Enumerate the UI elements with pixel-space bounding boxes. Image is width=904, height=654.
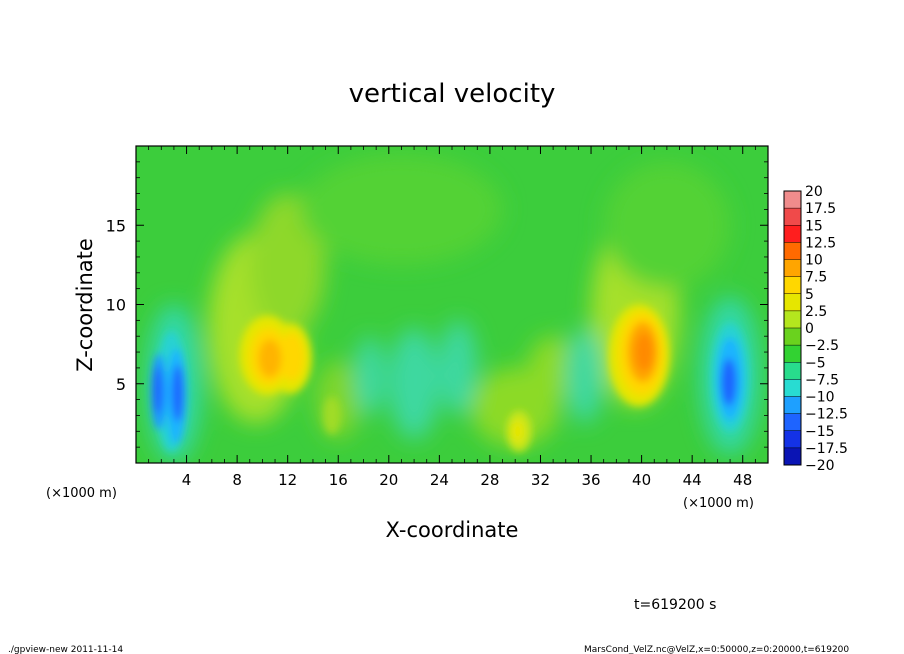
x-tick-label: 20 (379, 471, 398, 489)
y-tick-label: 15 (106, 216, 126, 235)
footer-left: ./gpview-new 2011-11-14 (8, 645, 123, 654)
colorbar-label: −12.5 (805, 407, 848, 423)
colorbar-swatch (784, 242, 801, 260)
colorbar-label: 5 (805, 287, 814, 303)
colorbar-label: 20 (805, 184, 823, 200)
x-tick-label: 16 (329, 471, 348, 489)
y-axis-label: Z-coordinate (73, 238, 97, 372)
colorbar-label: −7.5 (805, 372, 839, 388)
time-annotation: t=619200 s (634, 597, 716, 613)
colorbar-swatch (784, 379, 801, 397)
field-blob (300, 153, 503, 265)
field-core (323, 396, 341, 435)
colorbar-swatch (784, 191, 801, 209)
field-blob (249, 193, 326, 337)
field-core-layer (151, 304, 750, 452)
chart-title: vertical velocity (349, 79, 556, 109)
field-blob (527, 336, 579, 400)
colorbar-swatch (784, 293, 801, 312)
field-core (721, 358, 737, 406)
colorbar-swatch (784, 447, 801, 466)
x-tick-label: 40 (632, 471, 651, 489)
field-core (278, 333, 305, 381)
colorbar-swatch (784, 310, 801, 329)
field-blob (603, 161, 731, 289)
x-tick-label: 36 (581, 471, 600, 489)
colorbar-label: 2.5 (805, 304, 827, 320)
field-core (172, 364, 184, 422)
colorbar-label: 7.5 (805, 270, 827, 286)
y-ticks: 5 10 15 (106, 161, 768, 448)
velocity-field (146, 153, 761, 463)
colorbar-label: 0 (805, 321, 814, 337)
colorbar-label: −2.5 (805, 338, 839, 354)
field-blob (439, 320, 478, 416)
x-tick-label: 44 (683, 471, 702, 489)
field-core (258, 339, 282, 378)
colorbar-label: 15 (805, 218, 823, 234)
field-blob (388, 328, 440, 440)
colorbar-label: −15 (805, 424, 835, 440)
colorbar-label: −20 (805, 458, 835, 474)
x-axis-label: X-coordinate (386, 518, 519, 542)
colorbar-swatch (784, 328, 801, 346)
colorbar-swatch (784, 345, 801, 363)
colorbar-swatch (784, 259, 801, 278)
colorbar-label: 17.5 (805, 201, 836, 217)
colorbar-swatch (784, 430, 801, 449)
x-tick-label: 12 (278, 471, 297, 489)
colorbar-label: −5 (805, 355, 826, 371)
field-core (511, 420, 525, 443)
x-tick-label: 28 (480, 471, 499, 489)
x-unit-left: (×1000 m) (46, 486, 117, 501)
x-tick-label: 32 (531, 471, 550, 489)
field-blob (565, 328, 604, 424)
colorbar-swatch (784, 225, 801, 243)
colorbar-swatch (784, 396, 801, 415)
x-unit-right: (×1000 m) (683, 496, 754, 511)
colorbar-swatch (784, 208, 801, 226)
y-tick-label: 5 (116, 375, 126, 394)
colorbar-swatch (784, 362, 801, 380)
field-core (153, 366, 162, 414)
x-tick-label: 8 (232, 471, 242, 489)
colorbar-label: 10 (805, 253, 823, 269)
y-tick-label: 10 (106, 296, 126, 315)
field-blob (354, 336, 386, 416)
colorbar-swatch (784, 276, 801, 295)
colorbar-label: −10 (805, 390, 835, 406)
x-ticks: 4 8 12 16 20 24 28 32 36 40 44 48 (148, 146, 756, 489)
field-core (635, 333, 653, 372)
x-tick-label: 4 (182, 471, 192, 489)
x-tick-label: 24 (430, 471, 449, 489)
colorbar-swatch (784, 413, 801, 432)
colorbar-label: −17.5 (805, 441, 848, 457)
footer-right: MarsCond_VelZ.nc@VelZ,x=0:50000,z=0:2000… (584, 645, 849, 654)
x-tick-label: 48 (733, 471, 752, 489)
colorbar-label: 12.5 (805, 235, 836, 251)
